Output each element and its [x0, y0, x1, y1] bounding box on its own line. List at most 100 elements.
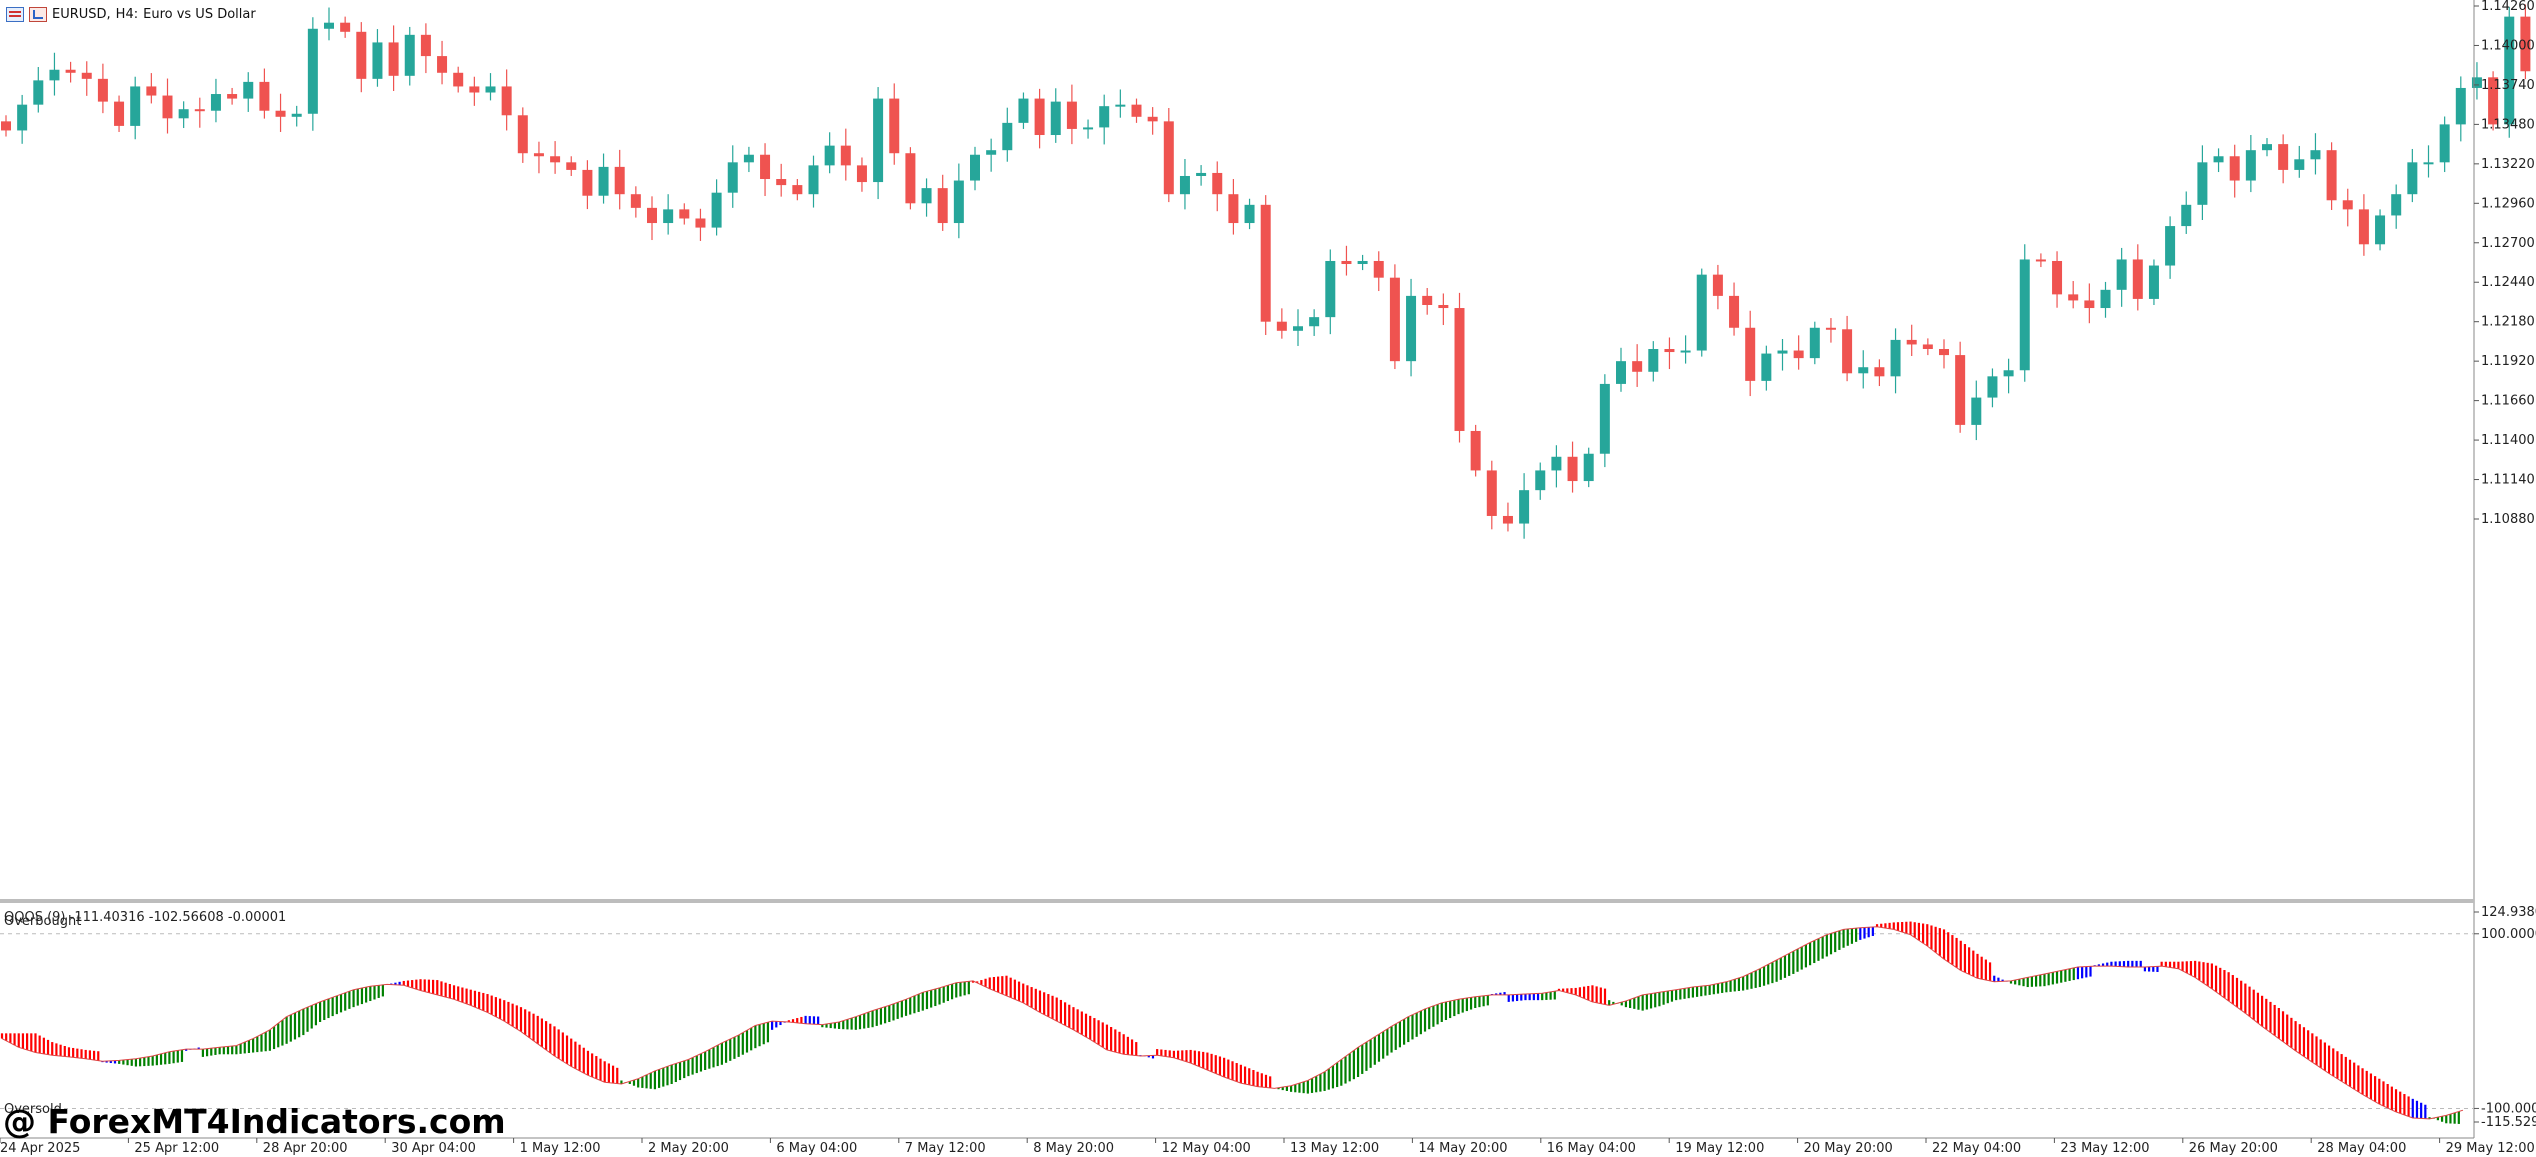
- bull-candle: [2165, 226, 2176, 266]
- price-tick-label: 1.14260: [2481, 0, 2535, 14]
- bear-candle: [2084, 300, 2095, 309]
- bear-candle: [776, 179, 787, 186]
- bull-candle: [1179, 175, 1190, 195]
- bear-candle: [1147, 116, 1158, 122]
- bull-candle: [1777, 350, 1788, 354]
- bull-candle: [2116, 259, 2127, 290]
- oversold-label: Oversold: [4, 1102, 62, 1117]
- oscillator-line: [1, 926, 2464, 1120]
- chart-type-icon[interactable]: [29, 6, 47, 22]
- bear-candle: [1486, 470, 1497, 516]
- bear-candle: [2229, 156, 2240, 181]
- bull-candle: [1648, 349, 1659, 372]
- time-tick-label: 25 Apr 12:00: [134, 1141, 219, 1156]
- bear-candle: [501, 86, 512, 116]
- time-tick-label: 30 Apr 04:00: [391, 1141, 476, 1156]
- time-tick-label: 28 May 04:00: [2317, 1141, 2406, 1156]
- bear-candle: [905, 153, 916, 204]
- bull-candle: [1696, 274, 1707, 351]
- bear-candle: [1632, 361, 1643, 372]
- bear-candle: [194, 109, 205, 112]
- bull-candle: [1083, 127, 1094, 130]
- bear-candle: [889, 98, 900, 154]
- bear-candle: [1276, 321, 1287, 331]
- bull-candle: [2439, 124, 2450, 163]
- price-tick-label: 1.13740: [2481, 78, 2535, 93]
- time-tick-label: 26 May 20:00: [2189, 1141, 2278, 1156]
- osc-tick-label: -100.0000: [2481, 1101, 2536, 1116]
- bull-candle: [291, 113, 302, 117]
- price-tick-label: 1.12440: [2481, 275, 2535, 290]
- bear-candle: [856, 165, 867, 183]
- price-tick-label: 1.12960: [2481, 196, 2535, 211]
- bull-candle: [1196, 172, 1207, 176]
- bear-candle: [2488, 77, 2499, 125]
- osc-tick-label: -115.529: [2481, 1115, 2536, 1130]
- bull-candle: [953, 180, 964, 224]
- time-tick-label: 14 May 20:00: [1418, 1141, 1507, 1156]
- bear-candle: [1664, 349, 1675, 353]
- bull-candle: [17, 104, 28, 131]
- watermark-text: @ ForexMT4Indicators.com: [3, 1102, 506, 1141]
- bull-candle: [921, 188, 932, 204]
- bear-candle: [1438, 304, 1449, 309]
- bull-candle: [307, 28, 318, 114]
- time-tick-label: 24 Apr 2025: [0, 1141, 80, 1156]
- osc-tick-label: 124.9380: [2481, 905, 2536, 920]
- bear-candle: [630, 194, 641, 208]
- price-tick-label: 1.11660: [2481, 394, 2535, 409]
- time-tick-label: 2 May 20:00: [648, 1141, 729, 1156]
- bear-candle: [1842, 329, 1853, 374]
- bull-candle: [1519, 490, 1530, 524]
- bull-candle: [2455, 87, 2466, 125]
- bear-candle: [1939, 349, 1949, 356]
- bear-candle: [1745, 327, 1756, 381]
- price-tick-label: 1.11400: [2481, 433, 2535, 448]
- symbol-menu-icon[interactable]: [6, 6, 24, 22]
- bear-candle: [275, 110, 286, 117]
- bull-candle: [2375, 215, 2386, 245]
- bear-candle: [437, 56, 448, 73]
- bull-candle: [1890, 339, 1901, 377]
- time-tick-label: 13 May 12:00: [1290, 1141, 1379, 1156]
- pane-separator[interactable]: [0, 899, 2474, 903]
- bull-candle: [2407, 162, 2418, 195]
- price-tick-label: 1.12180: [2481, 315, 2535, 330]
- bull-candle: [986, 150, 997, 155]
- bull-candle: [711, 192, 722, 228]
- time-tick-label: 20 May 20:00: [1804, 1141, 1893, 1156]
- bear-candle: [1066, 101, 1077, 129]
- bull-candle: [1599, 383, 1610, 454]
- bull-candle: [33, 80, 44, 105]
- bear-candle: [97, 78, 108, 102]
- price-tick-label: 1.11140: [2481, 473, 2535, 488]
- time-tick-label: 16 May 04:00: [1547, 1141, 1636, 1156]
- time-tick-label: 22 May 04:00: [1932, 1141, 2021, 1156]
- chart-header: EURUSD, H4: Euro vs US Dollar: [6, 4, 256, 24]
- price-tick-label: 1.12700: [2481, 236, 2535, 251]
- bull-candle: [404, 34, 415, 76]
- bear-candle: [2068, 294, 2079, 301]
- bull-candle: [1002, 122, 1013, 151]
- bear-candle: [340, 22, 351, 32]
- bear-candle: [81, 72, 92, 79]
- bull-candle: [243, 81, 254, 99]
- bull-candle: [2148, 265, 2159, 299]
- bull-candle: [1244, 204, 1255, 224]
- bear-candle: [453, 72, 464, 87]
- bull-candle: [2019, 259, 2030, 371]
- bull-candle: [1050, 101, 1061, 136]
- bear-candle: [469, 86, 480, 93]
- bear-candle: [1567, 456, 1578, 482]
- bull-candle: [2262, 144, 2272, 151]
- time-tick-label: 29 May 12:00: [2446, 1141, 2535, 1156]
- bull-candle: [808, 165, 819, 195]
- bull-candle: [2100, 289, 2111, 309]
- header-timeframe: H4:: [115, 6, 139, 22]
- bear-candle: [1422, 295, 1433, 305]
- bull-candle: [2504, 16, 2515, 125]
- bear-candle: [162, 95, 173, 119]
- bull-candle: [1309, 317, 1320, 327]
- bull-candle: [1551, 456, 1562, 471]
